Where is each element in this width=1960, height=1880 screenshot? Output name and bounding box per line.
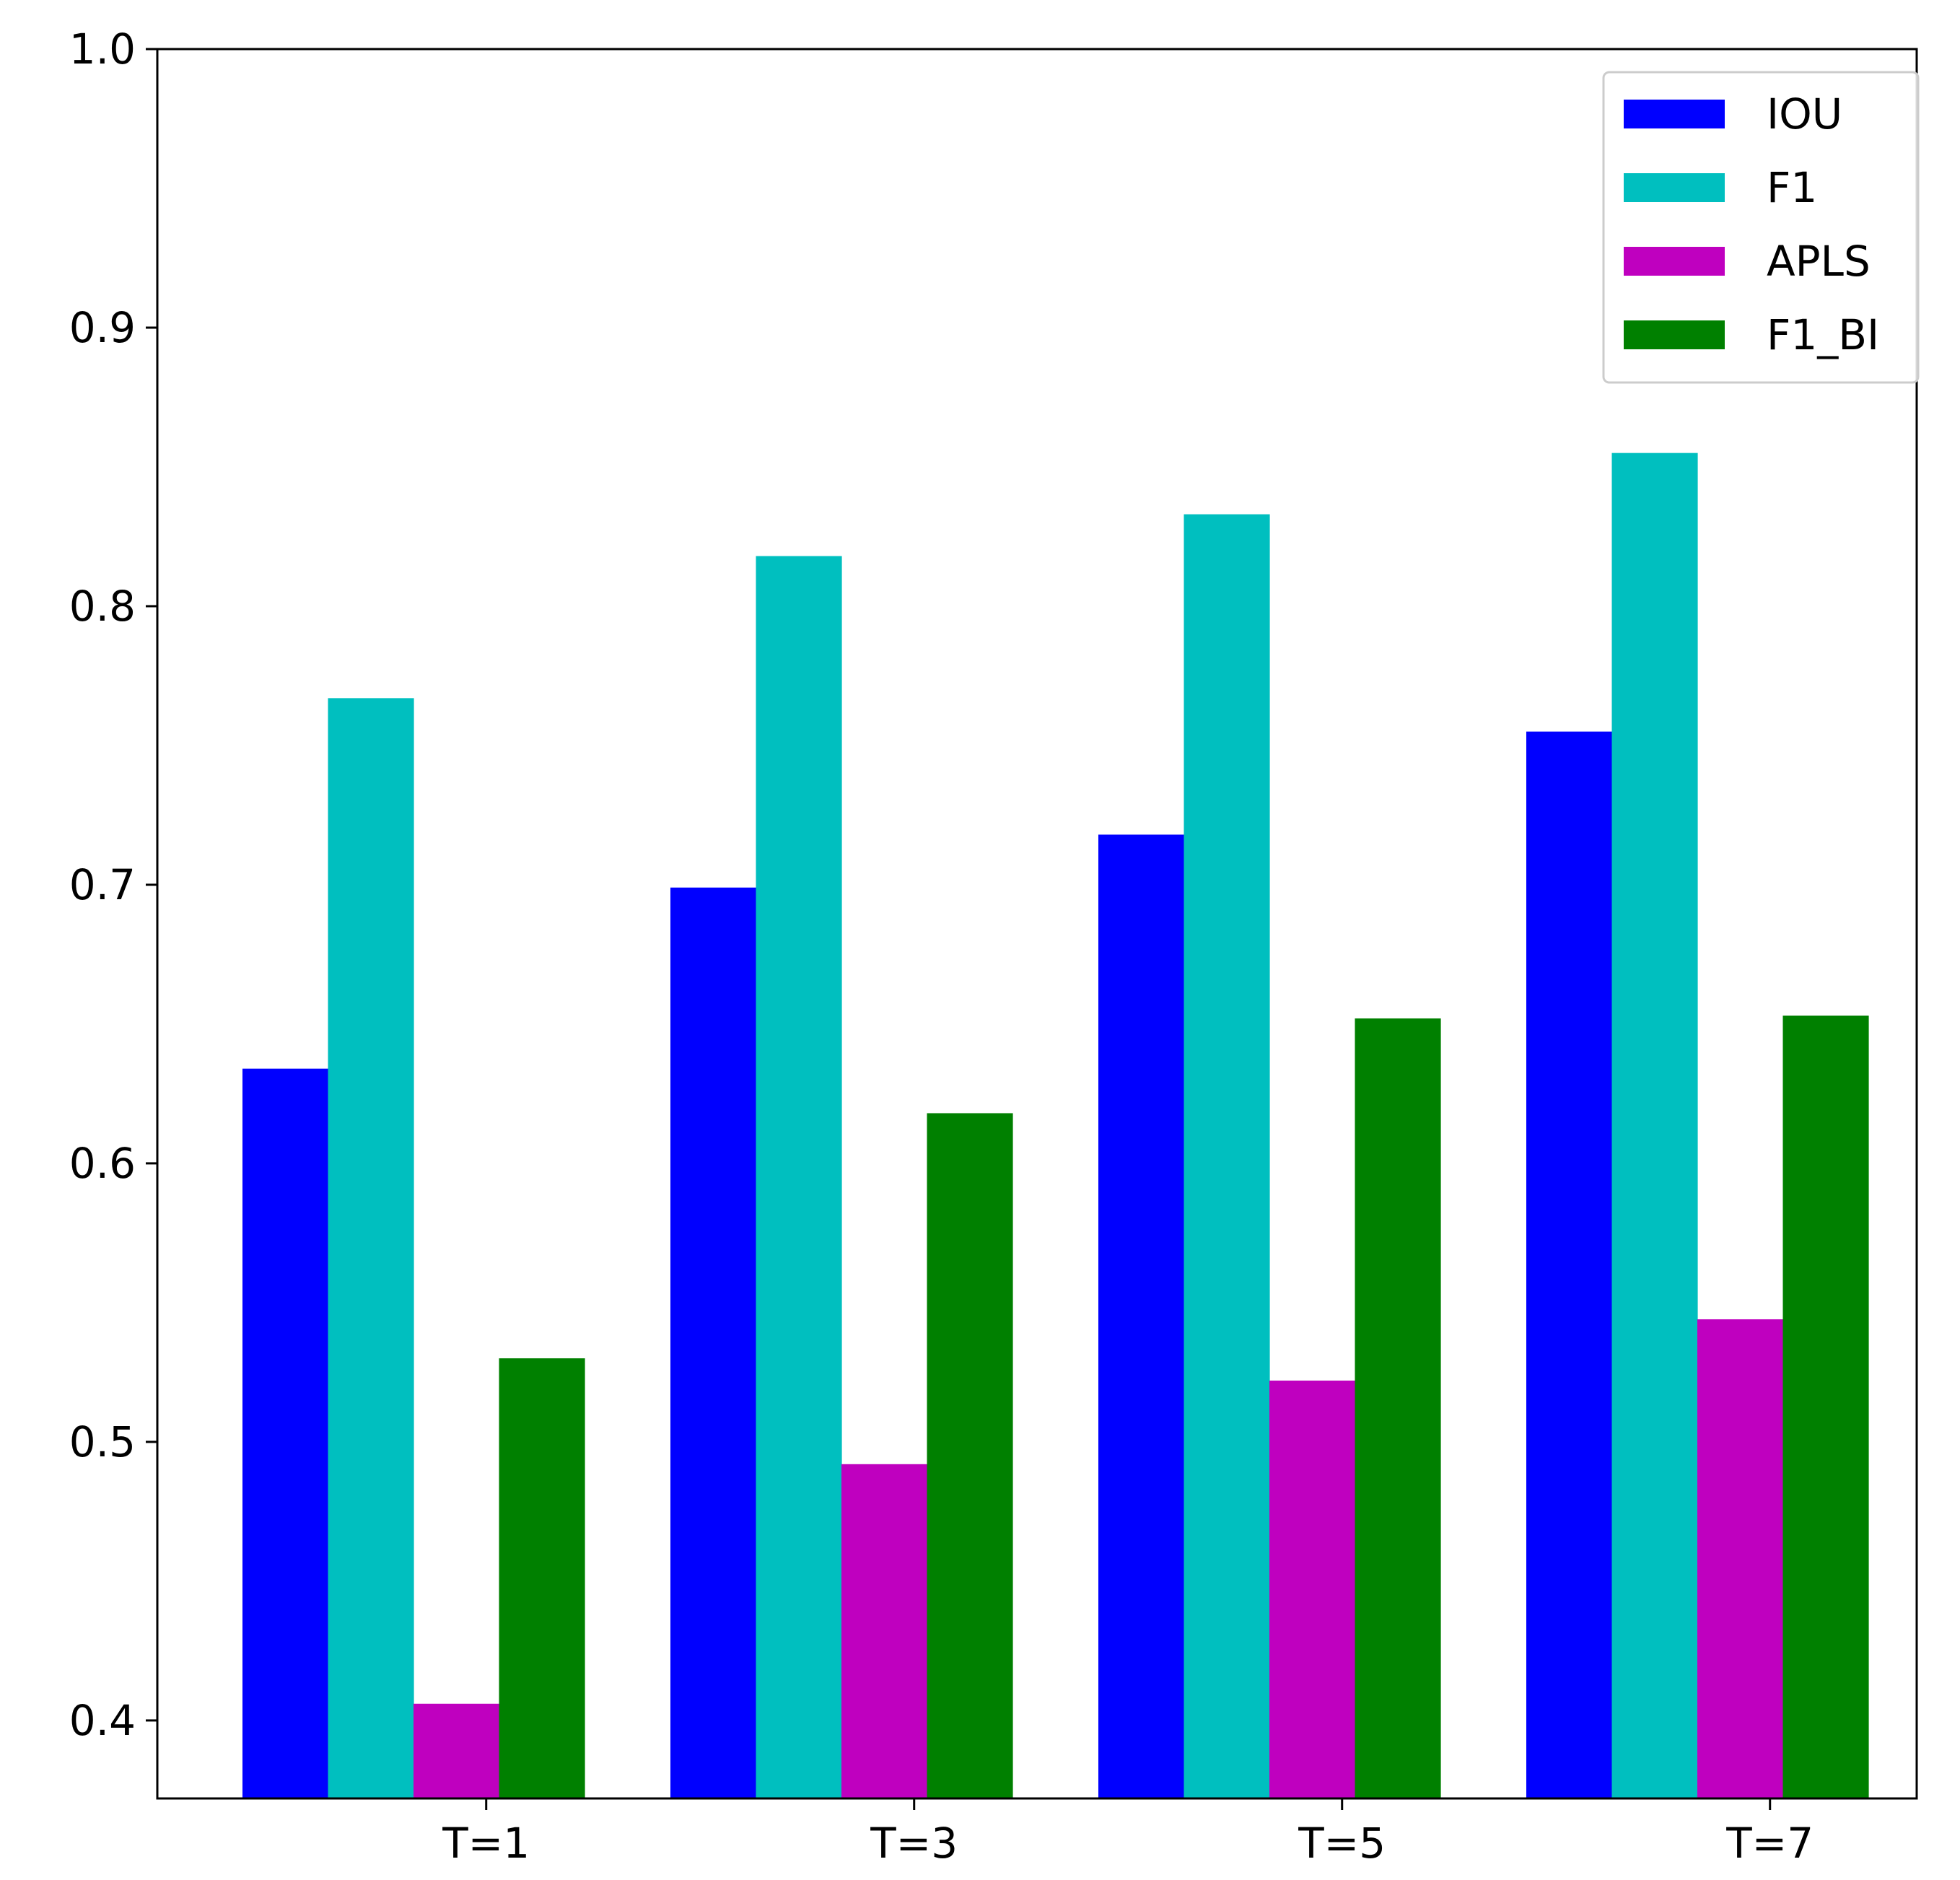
legend-label-f1_bi: F1_BI (1767, 310, 1879, 359)
y-axis: 0.4 0.5 0.6 0.7 0.8 0.9 1.0 (69, 25, 157, 1745)
bar-apls-t7 (1697, 1319, 1784, 1798)
bar-f1_bi-t5 (1355, 1018, 1441, 1798)
legend: IOU F1 APLS F1_BI (1602, 71, 1920, 384)
legend-label-apls: APLS (1767, 237, 1871, 286)
bar-f1-t7 (1611, 452, 1698, 1798)
bar-iou-t5 (1098, 834, 1185, 1798)
legend-label-iou: IOU (1767, 89, 1842, 139)
legend-swatch-f1 (1624, 173, 1725, 202)
bar-f1_bi-t1 (499, 1358, 585, 1798)
y-tick-label: 1.0 (69, 25, 136, 74)
legend-label-f1: F1 (1767, 163, 1817, 212)
bar-f1-t5 (1184, 514, 1270, 1798)
bars-layer (242, 452, 1869, 1799)
bar-f1-t3 (756, 556, 842, 1798)
bar-apls-t3 (841, 1464, 928, 1798)
y-tick-label: 0.6 (69, 1139, 136, 1188)
bar-iou-t1 (242, 1068, 329, 1798)
y-tick-label: 0.5 (69, 1417, 136, 1466)
bar-apls-t1 (414, 1703, 500, 1798)
bar-f1_bi-t3 (927, 1113, 1013, 1798)
y-tick-label: 0.8 (69, 582, 136, 631)
bar-f1-t1 (328, 698, 414, 1798)
x-tick-label: T=3 (870, 1819, 958, 1868)
x-tick-label: T=1 (442, 1819, 530, 1868)
bar-f1_bi-t7 (1782, 1015, 1869, 1798)
x-axis: T=1 T=3 T=5 T=7 (442, 1798, 1814, 1868)
x-tick-label: T=5 (1298, 1819, 1386, 1868)
plot-frame (156, 48, 1918, 1800)
y-tick-label: 0.7 (69, 860, 136, 909)
bar-iou-t7 (1526, 731, 1613, 1799)
legend-swatch-iou (1624, 100, 1725, 128)
x-tick-label: T=7 (1725, 1819, 1814, 1868)
y-tick-label: 0.4 (69, 1696, 136, 1745)
y-tick-label: 0.9 (69, 303, 136, 352)
legend-swatch-f1_bi (1624, 320, 1725, 349)
bar-apls-t5 (1269, 1381, 1356, 1798)
bar-iou-t3 (670, 887, 757, 1798)
legend-swatch-apls (1624, 247, 1725, 276)
legend-box (1602, 71, 1920, 384)
